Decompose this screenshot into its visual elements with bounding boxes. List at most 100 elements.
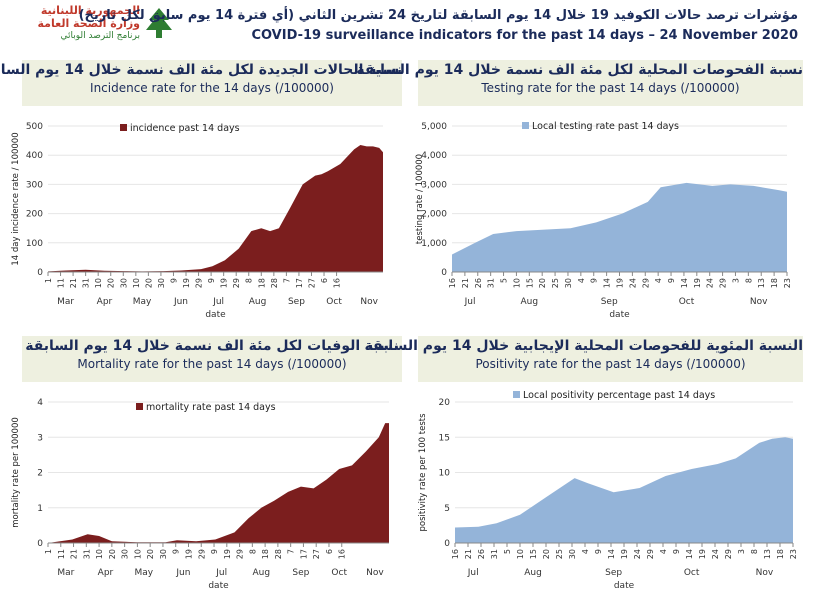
positivity-x-axis-title: date xyxy=(614,581,635,591)
mortality-legend-swatch xyxy=(136,403,143,410)
ministry-logo: الجمهورية اللبنانية وزارة الصحة العامة ب… xyxy=(14,4,174,44)
incidence-ytick-label: 0 xyxy=(37,268,43,278)
positivity-ytick-label: 20 xyxy=(439,398,451,408)
incidence-ytick-label: 200 xyxy=(26,210,43,220)
positivity-xtick-label: 3 xyxy=(737,549,746,554)
mortality-xtick-label: 31 xyxy=(82,549,91,559)
testing-xtick-label: 4 xyxy=(654,278,663,283)
incidence-month-label: Mar xyxy=(57,297,74,307)
incidence-xtick-label: 29 xyxy=(195,278,204,288)
panel-title-arabic: نسبة الوفيات لكل مئة الف نسمة خلال 14 يو… xyxy=(25,338,399,354)
testing-ytick-label: 4,000 xyxy=(421,151,447,161)
positivity-xtick-label: 21 xyxy=(464,549,473,559)
incidence-month-label: Sep xyxy=(288,297,305,307)
positivity-xtick-label: 31 xyxy=(490,549,499,559)
positivity-xtick-label: 20 xyxy=(542,549,551,559)
panel-title-english: Incidence rate for the 14 days (/100000) xyxy=(90,81,334,95)
mortality-ytick-label: 2 xyxy=(37,469,43,479)
positivity-xtick-label: 13 xyxy=(763,549,772,559)
positivity-y-axis-title: positivity rate per 100 tests xyxy=(418,413,428,532)
panel-title-english: Testing rate for the past 14 days (/1000… xyxy=(481,81,740,95)
mortality-xtick-label: 11 xyxy=(57,549,66,559)
incidence-month-label: Aug xyxy=(249,297,267,307)
positivity-xtick-label: 23 xyxy=(789,549,798,559)
positivity-ytick-label: 15 xyxy=(439,433,450,443)
mortality-xtick-label: 10 xyxy=(133,549,142,559)
positivity-xtick-label: 24 xyxy=(633,549,642,559)
positivity-xtick-label: 9 xyxy=(672,549,681,554)
mortality-y-axis-title: mortality rate per 100000 xyxy=(11,417,21,528)
testing-ytick-label: 5,000 xyxy=(421,122,447,132)
positivity-xtick-label: 19 xyxy=(698,549,707,559)
positivity-month-label: Nov xyxy=(756,568,774,578)
incidence-xtick-label: 8 xyxy=(245,278,254,283)
testing-y-axis-title: testing rate / 100000 xyxy=(415,154,425,244)
testing-x-axis-title: date xyxy=(609,310,630,320)
mortality-xtick-label: 20 xyxy=(146,549,155,559)
mortality-xtick-label: 30 xyxy=(121,549,130,559)
incidence-xtick-label: 18 xyxy=(257,278,266,288)
logo-text-program: برنامج الترصد الوبائي xyxy=(60,31,140,41)
mortality-month-label: Mar xyxy=(57,568,74,578)
testing-xtick-label: 20 xyxy=(538,278,547,288)
testing-xtick-label: 15 xyxy=(525,278,534,288)
testing-xtick-label: 31 xyxy=(487,278,496,288)
incidence-month-label: Oct xyxy=(326,297,342,307)
incidence-xtick-label: 19 xyxy=(220,278,229,288)
mortality-month-label: Sep xyxy=(292,568,309,578)
panel-title-english: Positivity rate for the past 14 days (/1… xyxy=(475,357,746,371)
positivity-area-series xyxy=(455,437,793,543)
testing-month-label: Aug xyxy=(521,297,539,307)
mortality-xtick-label: 6 xyxy=(325,549,334,554)
mortality-ytick-label: 4 xyxy=(37,398,43,408)
positivity-xtick-label: 8 xyxy=(750,549,759,554)
incidence-xtick-label: 21 xyxy=(69,278,78,288)
header-title-english: COVID-19 surveillance indicators for the… xyxy=(251,28,798,43)
positivity-xtick-label: 24 xyxy=(711,549,720,559)
positivity-xtick-label: 26 xyxy=(477,549,486,559)
mortality-xtick-label: 28 xyxy=(274,549,283,559)
positivity-month-label: Jul xyxy=(467,568,479,578)
positivity-month-label: Oct xyxy=(684,568,700,578)
mortality-xtick-label: 29 xyxy=(197,549,206,559)
testing-month-label: Nov xyxy=(750,297,768,307)
testing-xtick-label: 16 xyxy=(448,278,457,288)
incidence-ytick-label: 100 xyxy=(26,239,43,249)
mortality-xtick-label: 18 xyxy=(261,549,270,559)
mortality-xtick-label: 19 xyxy=(185,549,194,559)
incidence-y-axis-title: 14 day incidence rate / 100000 xyxy=(11,132,21,265)
testing-ytick-label: 3,000 xyxy=(421,180,447,190)
positivity-month-label: Sep xyxy=(605,568,622,578)
panel-title-arabic: النسبة المئوية للفحوصات المحلية الإيجابي… xyxy=(364,338,803,354)
testing-xtick-label: 24 xyxy=(628,278,637,288)
testing-xtick-label: 5 xyxy=(500,278,509,283)
mortality-xtick-label: 19 xyxy=(223,549,232,559)
incidence-month-label: May xyxy=(133,297,152,307)
mortality-xtick-label: 27 xyxy=(312,549,321,559)
mortality-xtick-label: 10 xyxy=(95,549,104,559)
incidence-xtick-label: 10 xyxy=(94,278,103,288)
positivity-ytick-label: 0 xyxy=(444,539,450,549)
mortality-month-label: Aug xyxy=(252,568,270,578)
testing-xtick-label: 14 xyxy=(680,278,689,288)
mortality-xtick-label: 7 xyxy=(287,549,296,554)
incidence-xtick-label: 9 xyxy=(207,278,216,283)
panel-title-testing: نسبة الفحوصات المحلية لكل مئة الف نسمة خ… xyxy=(356,60,803,106)
incidence-ytick-label: 400 xyxy=(26,151,43,161)
panel-title-incidence: نسبة الحالات الجديدة لكل مئة الف نسمة خل… xyxy=(0,60,402,106)
incidence-xtick-label: 30 xyxy=(157,278,166,288)
incidence-month-label: Jul xyxy=(212,297,224,307)
incidence-ytick-label: 500 xyxy=(26,122,43,132)
positivity-xtick-label: 9 xyxy=(594,549,603,554)
positivity-xtick-label: 14 xyxy=(685,549,694,559)
incidence-xtick-label: 20 xyxy=(144,278,153,288)
incidence-month-label: Nov xyxy=(360,297,378,307)
incidence-xtick-label: 6 xyxy=(320,278,329,283)
positivity-ytick-label: 10 xyxy=(439,469,451,479)
testing-xtick-label: 29 xyxy=(719,278,728,288)
testing-xtick-label: 10 xyxy=(512,278,521,288)
testing-month-label: Sep xyxy=(601,297,618,307)
mortality-xtick-label: 30 xyxy=(159,549,168,559)
